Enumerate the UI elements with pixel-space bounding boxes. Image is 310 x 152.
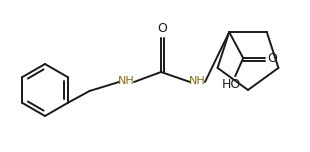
Text: NH: NH (188, 76, 205, 86)
Text: O: O (267, 52, 277, 65)
Text: HO: HO (222, 78, 241, 91)
Text: O: O (157, 22, 167, 36)
Text: NH: NH (117, 76, 134, 86)
